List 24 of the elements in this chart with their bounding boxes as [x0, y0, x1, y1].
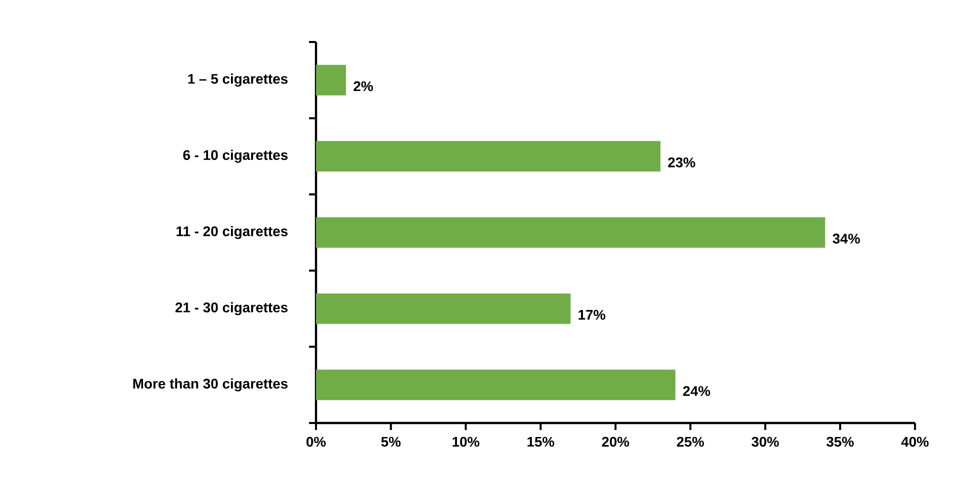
x-tick-label: 5% [381, 436, 401, 447]
data-label: 23% [668, 157, 696, 168]
data-label: 17% [578, 310, 606, 320]
x-tick-label: 15% [528, 436, 554, 447]
x-tick-label: 20% [602, 436, 630, 447]
y-tick-label: More than 30 cigarettes [133, 378, 288, 392]
bar [316, 141, 660, 172]
data-label: 34% [832, 234, 860, 244]
x-tick-label: 35% [826, 436, 854, 447]
data-label: 2% [354, 81, 373, 92]
y-tick-label: 11 - 20 cigarettes [176, 226, 288, 240]
bar [316, 64, 346, 96]
x-tick-label: 10% [452, 436, 480, 447]
bar [316, 217, 826, 248]
x-tick-label: 0% [306, 436, 326, 447]
bar [316, 370, 676, 400]
y-tick-label: 21 - 30 cigarettes [175, 302, 288, 316]
y-tick-label: 1 – 5 cigarettes [188, 74, 288, 87]
x-tick-label: 25% [676, 436, 704, 447]
x-tick-label: 30% [752, 436, 779, 447]
x-tick-label: 40% [901, 436, 929, 447]
bar [316, 293, 571, 324]
y-tick-label: 6 - 10 cigarettes [183, 150, 288, 163]
data-label: 24% [683, 386, 710, 396]
